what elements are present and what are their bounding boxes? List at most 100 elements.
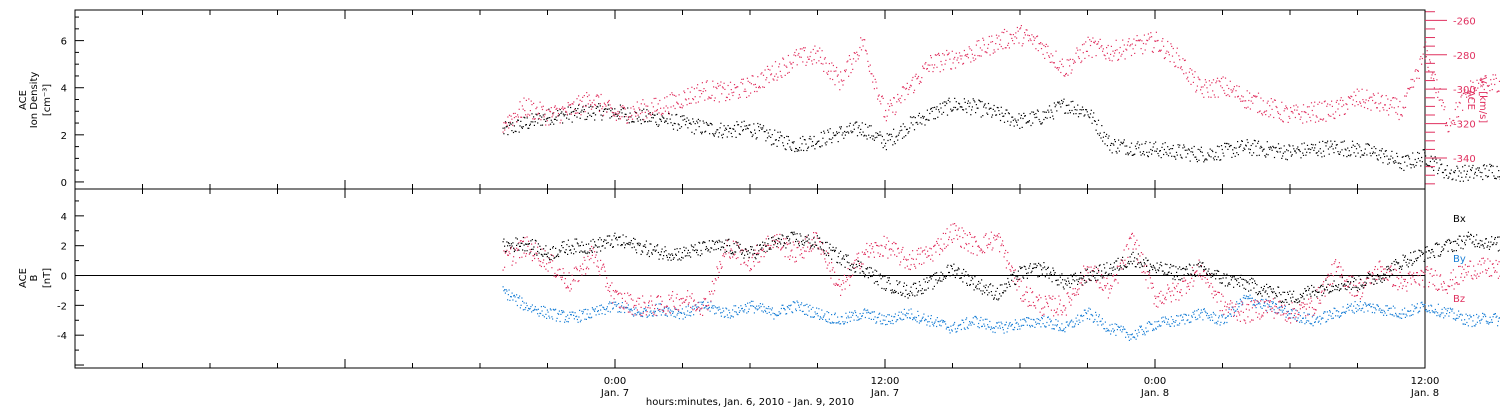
data-point <box>1482 165 1485 167</box>
data-point <box>541 116 543 118</box>
data-point <box>651 117 653 119</box>
data-point <box>1324 311 1326 313</box>
data-point <box>1351 309 1353 312</box>
data-point <box>734 311 736 313</box>
data-point <box>540 312 542 315</box>
data-point <box>580 111 582 113</box>
data-point <box>998 321 1000 323</box>
data-point <box>1287 121 1289 123</box>
data-point <box>1264 155 1266 157</box>
data-point <box>1241 100 1243 102</box>
data-point <box>766 129 768 131</box>
data-point <box>819 47 821 49</box>
data-point <box>1122 141 1125 143</box>
data-point <box>725 128 728 130</box>
data-point <box>1045 111 1047 113</box>
data-point <box>548 124 550 126</box>
data-point <box>903 318 905 320</box>
data-point <box>917 115 920 117</box>
data-point <box>533 124 535 126</box>
data-point <box>1110 288 1112 290</box>
data-point <box>598 103 600 105</box>
data-point <box>1005 109 1007 111</box>
data-point <box>1352 99 1354 101</box>
data-point <box>570 288 572 290</box>
data-point <box>561 111 563 113</box>
data-point <box>1002 245 1004 247</box>
data-point <box>859 46 861 49</box>
data-point <box>674 307 676 309</box>
data-point <box>1319 315 1321 317</box>
data-point <box>714 313 716 315</box>
data-point <box>660 119 662 121</box>
data-point <box>1386 155 1388 157</box>
data-point <box>807 146 810 148</box>
data-point <box>1102 48 1104 50</box>
data-point <box>1135 40 1137 42</box>
data-point <box>1488 84 1490 87</box>
data-point <box>1056 324 1058 326</box>
data-point <box>676 113 678 116</box>
data-point <box>1283 110 1285 112</box>
data-point <box>561 276 563 278</box>
data-point <box>957 325 959 327</box>
data-point <box>1220 77 1223 80</box>
data-point <box>1105 58 1107 60</box>
data-point <box>792 241 794 243</box>
data-point <box>1215 321 1217 324</box>
data-point <box>874 242 876 244</box>
data-point <box>733 124 736 127</box>
data-point <box>776 234 778 236</box>
data-point <box>968 243 970 245</box>
data-point <box>1246 139 1248 141</box>
data-point <box>809 304 811 306</box>
data-point <box>1448 315 1450 317</box>
data-point <box>1376 107 1378 109</box>
data-point <box>912 258 914 260</box>
data-point <box>588 317 590 319</box>
data-point <box>636 309 638 311</box>
data-point <box>666 306 668 308</box>
data-point <box>846 61 848 63</box>
data-point <box>580 114 582 116</box>
data-point <box>755 138 757 140</box>
data-point <box>577 112 579 114</box>
data-point <box>962 109 964 111</box>
data-point <box>1043 313 1045 315</box>
data-point <box>550 309 552 311</box>
data-point <box>1080 113 1082 115</box>
data-point <box>630 308 632 310</box>
data-point <box>1390 99 1392 102</box>
data-point <box>708 306 710 308</box>
data-point <box>709 133 711 135</box>
data-point <box>1212 150 1214 153</box>
data-point <box>950 110 953 112</box>
data-point <box>1433 78 1435 80</box>
data-point <box>738 307 740 309</box>
data-point <box>1062 330 1064 332</box>
data-point <box>582 105 585 107</box>
data-point <box>1232 90 1234 92</box>
data-point <box>967 100 969 102</box>
data-point <box>1495 316 1497 318</box>
data-point <box>637 114 639 116</box>
data-point <box>850 275 852 278</box>
data-point <box>1387 163 1389 165</box>
data-point <box>1258 111 1260 113</box>
data-point <box>1008 113 1010 115</box>
data-point <box>1155 305 1157 307</box>
data-point <box>628 122 630 124</box>
data-point <box>558 274 560 277</box>
data-point <box>808 250 810 253</box>
data-point <box>605 105 607 107</box>
data-point <box>1027 34 1029 36</box>
data-point <box>543 305 545 307</box>
data-point <box>1050 320 1052 322</box>
data-point <box>1092 37 1094 39</box>
data-point <box>1440 312 1442 314</box>
data-point <box>681 312 683 314</box>
data-point <box>521 105 523 107</box>
data-point <box>1131 232 1133 234</box>
data-point <box>913 92 915 94</box>
data-point <box>1337 315 1339 317</box>
